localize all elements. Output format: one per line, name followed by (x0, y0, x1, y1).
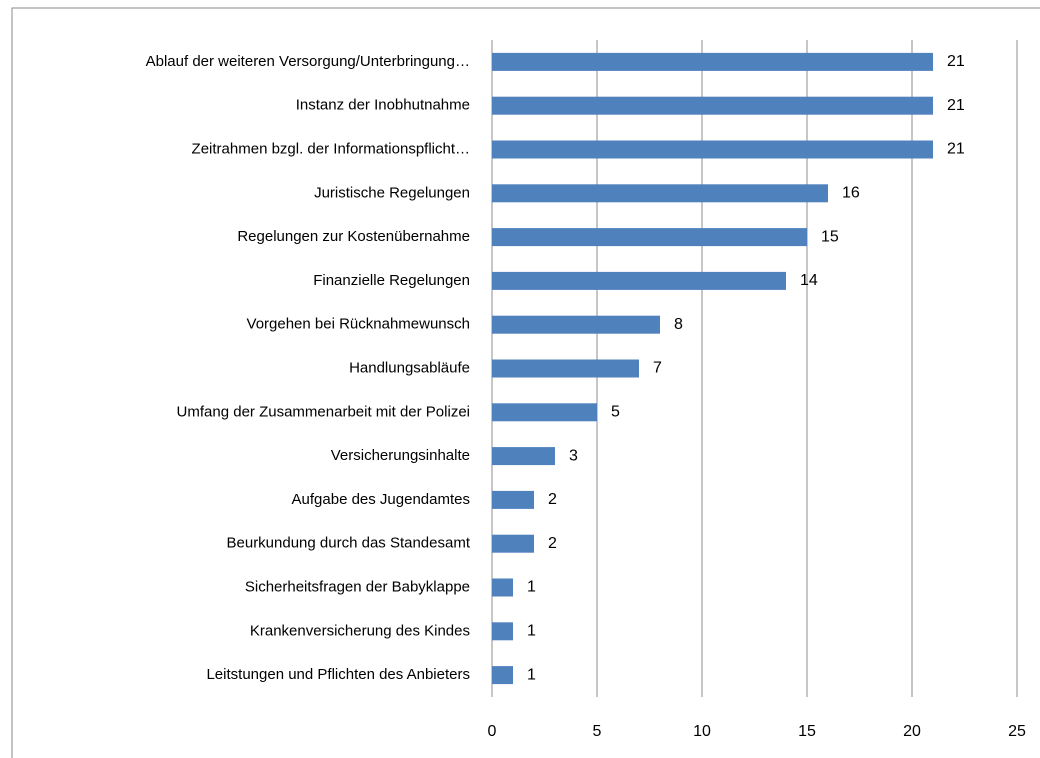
x-tick-label: 20 (903, 723, 921, 740)
y-tick-label: Versicherungsinhalte (331, 447, 470, 464)
y-tick-label: Aufgabe des Jugendamtes (292, 491, 470, 508)
bar (492, 578, 513, 597)
value-label: 21 (947, 53, 965, 70)
bar (492, 52, 933, 71)
value-label: 1 (527, 579, 536, 596)
y-tick-label: Instanz der Inobhutnahme (296, 97, 470, 114)
value-label: 7 (653, 360, 662, 377)
value-label: 2 (548, 535, 557, 552)
value-label: 1 (527, 623, 536, 640)
y-tick-label: Vorgehen bei Rücknahmewunsch (247, 316, 470, 333)
chart-border (11, 7, 1040, 758)
x-tick-label: 15 (798, 723, 816, 740)
bar (492, 140, 933, 159)
value-label: 21 (947, 141, 965, 158)
value-label: 2 (548, 491, 557, 508)
y-tick-label: Sicherheitsfragen der Babyklappe (245, 578, 470, 595)
value-label: 14 (800, 272, 818, 289)
bar (492, 359, 639, 378)
value-label: 15 (821, 228, 839, 245)
x-tick-label: 5 (593, 723, 602, 740)
value-label: 16 (842, 185, 860, 202)
bar (492, 228, 807, 247)
bar (492, 622, 513, 641)
value-label: 8 (674, 316, 683, 333)
y-tick-label: Beurkundung durch das Standesamt (227, 535, 471, 552)
x-tick-label: 25 (1008, 723, 1026, 740)
bar (492, 184, 828, 203)
x-tick-label: 0 (488, 723, 497, 740)
y-tick-label: Handlungsabläufe (349, 359, 470, 376)
value-label: 21 (947, 97, 965, 114)
y-tick-label: Krankenversicherung des Kindes (250, 622, 470, 639)
bar (492, 534, 534, 553)
bar (492, 96, 933, 115)
bar (492, 271, 786, 290)
y-tick-label: Finanzielle Regelungen (313, 272, 470, 289)
bar (492, 403, 597, 422)
y-tick-label: Zeitrahmen bzgl. der Informationspflicht… (192, 140, 470, 157)
value-label: 5 (611, 404, 620, 421)
bar (492, 666, 513, 685)
value-label: 3 (569, 447, 578, 464)
bar (492, 447, 555, 466)
y-tick-label: Regelungen zur Kostenübernahme (237, 228, 470, 245)
bar (492, 490, 534, 509)
y-tick-label: Leitstungen und Pflichten des Anbieters (206, 666, 470, 683)
y-tick-label: Umfang der Zusammenarbeit mit der Polize… (177, 403, 470, 420)
x-tick-label: 10 (693, 723, 711, 740)
y-tick-label: Juristische Regelungen (314, 184, 470, 201)
value-label: 1 (527, 666, 536, 683)
y-tick-label: Ablauf der weiteren Versorgung/Unterbrin… (146, 53, 470, 70)
bar (492, 315, 660, 334)
